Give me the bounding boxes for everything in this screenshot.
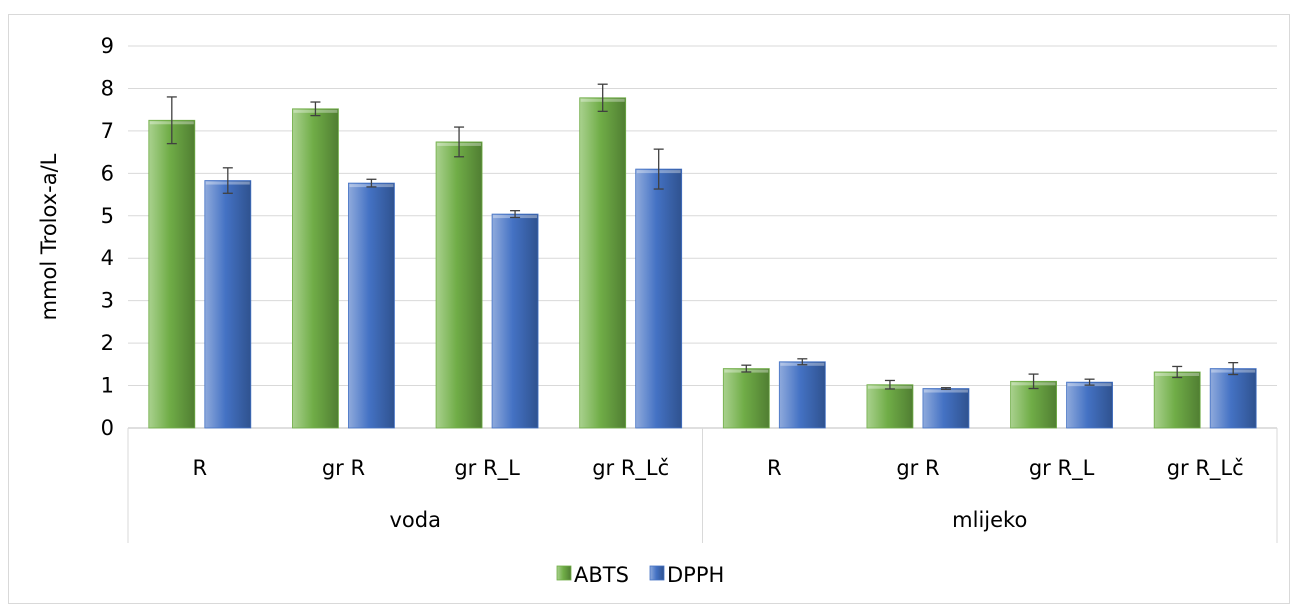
y-tick-label: 2 (101, 331, 114, 355)
category-label: gr R_Lč (1167, 456, 1244, 481)
legend-label-dpph: DPPH (667, 563, 724, 587)
legend: ABTS DPPH (556, 563, 724, 587)
bar-chart: 0 1 2 3 4 5 6 7 8 9 voda mlijeko R gr R gr R_L gr R_Lč R… (37, 34, 1278, 587)
bar-dpph-0 (204, 180, 252, 429)
bar-dpph-1 (348, 182, 395, 429)
bar-dpph-5 (922, 388, 970, 429)
y-tick-label: 0 (101, 416, 114, 440)
bar-abts-2 (435, 141, 483, 429)
bar-dpph-4 (778, 361, 826, 429)
labels: 0 1 2 3 4 5 6 7 8 9 voda mlijeko R gr R gr R_L gr R_Lč R… (101, 34, 1244, 532)
bar-abts-0 (148, 119, 196, 429)
category-label: R (767, 456, 782, 480)
category-label: gr R (322, 456, 365, 480)
legend-label-abts: ABTS (574, 563, 629, 587)
bar-dpph-2 (491, 213, 539, 429)
y-tick-label: 7 (101, 119, 114, 143)
y-tick-label: 5 (101, 204, 114, 228)
category-label: gr R (896, 456, 939, 480)
bar-abts-6 (1010, 380, 1057, 429)
axes (127, 427, 1278, 543)
y-tick-label: 9 (101, 34, 114, 58)
y-tick-label: 3 (101, 289, 114, 313)
bar-abts-3 (579, 97, 627, 429)
bar-abts-7 (1153, 371, 1201, 429)
y-axis-title: mmol Trolox-a/L (37, 153, 61, 320)
bar-dpph-7 (1209, 368, 1257, 429)
bar-dpph-6 (1066, 381, 1113, 429)
bars (148, 83, 1257, 429)
category-label: gr R_L (1029, 456, 1095, 481)
legend-swatch-dpph (649, 565, 665, 581)
category-label: R (193, 456, 208, 480)
bar-dpph-3 (635, 168, 683, 429)
group-label-mlijeko: mlijeko (952, 508, 1027, 532)
bar-bevel-dpph-5 (923, 389, 968, 393)
y-tick-label: 4 (101, 246, 114, 270)
category-label: gr R_Lč (592, 456, 669, 481)
bar-abts-4 (722, 368, 770, 429)
category-label: gr R_L (454, 456, 520, 481)
group-label-voda: voda (390, 508, 441, 532)
y-tick-label: 6 (101, 161, 114, 185)
y-tick-label: 1 (101, 374, 114, 398)
bar-abts-5 (866, 384, 914, 429)
y-tick-label: 8 (101, 76, 114, 100)
legend-swatch-abts (556, 565, 572, 581)
bar-abts-1 (292, 108, 339, 429)
